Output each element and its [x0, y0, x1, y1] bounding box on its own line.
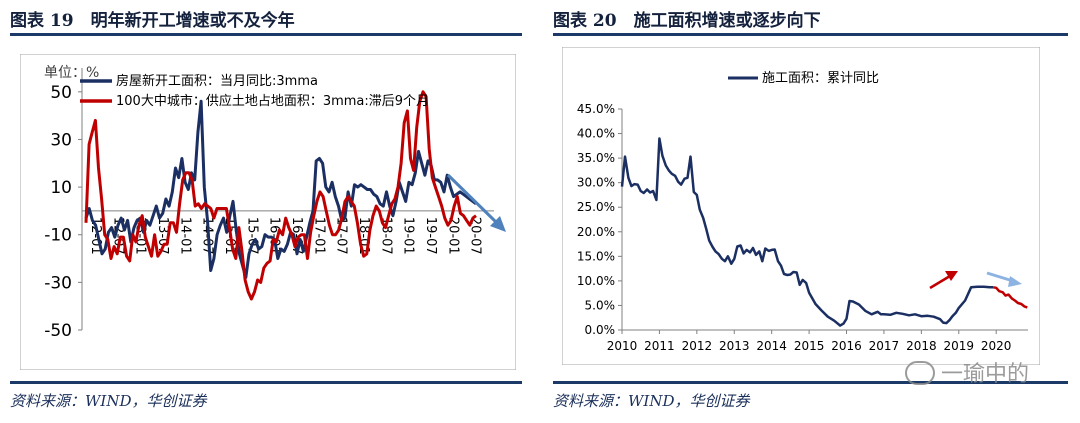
right-y-tick-label: 30.0%	[577, 176, 615, 190]
left-y-tick-label: 10	[50, 178, 72, 198]
left-source: 资料来源：WIND，华创证券	[10, 392, 207, 410]
right-chart: 施工面积：累计同比 0.0% 5.0% 10.0% 15.0% 20.0% 25.0% 30…	[561, 46, 1041, 366]
left-series-new-starts-line	[84, 99, 477, 280]
left-x-tick-label: 14-01	[177, 217, 192, 255]
right-series-group	[620, 137, 1028, 327]
right-y-tick-label: 5.0%	[585, 298, 616, 312]
right-y-tick-label: 20.0%	[577, 225, 615, 239]
right-up-arrow	[929, 271, 958, 290]
left-series-group	[84, 90, 477, 301]
left-source-rule	[10, 381, 522, 384]
right-source: 资料来源：WIND，华创证券	[553, 392, 750, 410]
left-x-tick-label: 18-07	[378, 217, 393, 255]
right-x-tick-label: 2011	[644, 339, 675, 353]
right-source-rule	[553, 381, 1068, 384]
left-legend: 房屋新开工面积：当月同比:3mma 100大中城市：供应土地占地面积：3mma:…	[80, 73, 429, 109]
left-trend-arrow	[446, 173, 506, 232]
watermark: 一瑜中的	[905, 356, 1029, 388]
legend-label-construction: 施工面积：累计同比	[762, 71, 879, 86]
right-x-tick-label: 2018	[906, 339, 937, 353]
right-x-tick-label: 2020	[981, 339, 1012, 353]
legend-label-land-supply: 100大中城市：供应土地占地面积：3mma:滞后9个月	[116, 93, 429, 109]
right-x-tick-label: 2010	[607, 339, 638, 353]
right-down-arrow-head	[1008, 276, 1022, 287]
left-x-tick-label: 19-07	[423, 217, 438, 255]
right-title-rule	[553, 33, 1068, 36]
left-x-tick-label: 15-07	[244, 217, 259, 255]
left-y-tick-label: -50	[44, 321, 72, 341]
right-x-tick-label: 2016	[831, 339, 862, 353]
left-series-land-supply-line	[84, 90, 477, 301]
right-y-tick-label: 10.0%	[577, 274, 615, 288]
right-x-tick-label: 2012	[682, 339, 713, 353]
right-x-tick-label: 2017	[869, 339, 900, 353]
right-figure-title: 图表 20 施工面积增速或逐步向下	[553, 11, 821, 31]
left-y-tick-label: 50	[50, 83, 72, 103]
left-y-tick-label: -30	[44, 273, 72, 293]
right-chart-border	[561, 46, 1041, 366]
legend-label-new-starts: 房屋新开工面积：当月同比:3mma	[116, 73, 318, 89]
left-figure-title: 图表 19 明年新开工增速或不及今年	[10, 11, 295, 31]
right-axis-group: 0.0% 5.0% 10.0% 15.0% 20.0% 25.0% 30.0% 35.0% 40…	[577, 102, 1028, 353]
watermark-text: 一瑜中的	[941, 362, 1030, 387]
left-x-tick-label: 17-07	[334, 217, 349, 255]
right-y-tick-label: 45.0%	[577, 102, 615, 116]
right-y-tick-label: 35.0%	[577, 151, 615, 165]
left-x-tick-label: 17-01	[311, 217, 326, 255]
left-arrow-head	[490, 216, 506, 232]
right-y-tick-label: 40.0%	[577, 127, 615, 141]
right-chart-panel: 施工面积：累计同比 0.0% 5.0% 10.0% 15.0% 20.0% 25.0% 30…	[561, 46, 1041, 366]
right-y-tick-label: 15.0%	[577, 249, 615, 263]
right-x-tick-label: 2015	[794, 339, 825, 353]
right-series-construction-line	[620, 137, 994, 327]
right-down-arrow	[986, 271, 1022, 287]
right-series-forecast-line	[992, 286, 1028, 309]
left-title-rule	[10, 33, 522, 36]
left-y-tick-label: 30	[50, 130, 72, 150]
right-x-tick-label: 2019	[944, 339, 975, 353]
right-legend: 施工面积：累计同比	[728, 71, 879, 86]
left-x-tick-label: 20-01	[445, 217, 460, 255]
right-up-arrow-head	[945, 271, 958, 281]
left-x-tick-label: 19-01	[401, 217, 416, 255]
right-y-tick-label: 0.0%	[585, 323, 616, 337]
right-y-tick-label: 25.0%	[577, 200, 615, 214]
left-x-tick-label: 20-07	[468, 217, 483, 255]
left-y-tick-label: -10	[44, 226, 72, 246]
left-unit-label: 单位：%	[44, 65, 99, 81]
wechat-icon	[905, 361, 935, 385]
left-arrow-shaft	[446, 173, 500, 226]
left-x-tick-label: 16-01	[267, 217, 282, 255]
right-up-arrow-shaft	[929, 274, 951, 290]
right-x-tick-label: 2013	[719, 339, 750, 353]
left-chart-panel: 单位：% 50 30 10 -10 -30 -50 12-01 12-07 13-01 13-07…	[19, 53, 517, 371]
right-x-tick-label: 2014	[756, 339, 787, 353]
right-down-arrow-shaft	[986, 271, 1014, 283]
